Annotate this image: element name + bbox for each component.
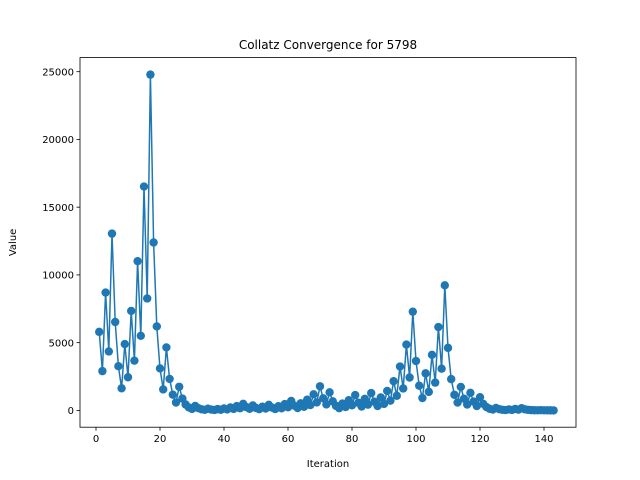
plot-frame [79, 57, 577, 428]
data-point [309, 390, 318, 399]
data-point [411, 356, 421, 366]
data-point [159, 385, 168, 394]
data-point [347, 401, 357, 410]
data-point [376, 393, 385, 402]
data-point [127, 306, 136, 316]
x-tick-label: 100 [406, 434, 425, 445]
data-point [408, 307, 417, 316]
data-point [149, 238, 158, 247]
data-point [104, 347, 114, 356]
data-point [472, 401, 481, 411]
data-point [101, 288, 110, 297]
data-point [312, 398, 321, 407]
data-point [392, 391, 401, 400]
data-point [389, 376, 398, 386]
data-point [114, 362, 123, 371]
data-point [456, 382, 465, 392]
data-point [379, 399, 389, 409]
y-tick-label: 10000 [42, 271, 74, 282]
data-point [322, 400, 331, 409]
data-point [443, 343, 453, 353]
data-point [325, 388, 334, 397]
data-point [357, 402, 366, 411]
data-point [437, 364, 446, 373]
series-layer [95, 70, 558, 415]
x-axis-label: Iteration [307, 459, 349, 470]
data-point [117, 384, 126, 393]
data-point [283, 403, 293, 412]
data-point [431, 378, 440, 387]
data-point [424, 387, 433, 397]
data-point [299, 402, 309, 412]
data-point [139, 182, 149, 191]
x-tick-label: 20 [154, 434, 167, 445]
data-point [386, 396, 395, 405]
data-point [171, 398, 181, 407]
data-point [373, 401, 382, 411]
data-point [162, 343, 171, 352]
x-tick-label: 40 [218, 434, 231, 445]
data-point [367, 388, 376, 398]
data-point [440, 281, 449, 290]
data-point [95, 327, 104, 337]
y-tick-label: 20000 [42, 135, 74, 146]
x-tick-label: 0 [93, 434, 99, 445]
data-point [123, 373, 133, 382]
data-point [341, 402, 350, 412]
data-point [450, 390, 459, 399]
chart-title: Collatz Convergence for 5798 [239, 38, 417, 52]
data-point [475, 392, 485, 402]
y-tick-label: 0 [68, 406, 74, 417]
data-point [152, 322, 161, 331]
y-axis-ticks: 0 5000 10000 15000 20000 25000 [42, 67, 80, 417]
data-point [175, 382, 184, 391]
data-point [415, 381, 424, 390]
data-point [155, 364, 165, 373]
x-tick-label: 140 [534, 434, 553, 445]
data-point [351, 390, 360, 400]
x-tick-label: 80 [346, 434, 359, 445]
y-tick-label: 5000 [49, 338, 74, 349]
data-point [405, 373, 414, 382]
data-point [418, 393, 427, 403]
data-point [315, 382, 325, 391]
data-point [136, 331, 145, 340]
x-axis-ticks: 0 20 40 60 80 100 120 140 [93, 427, 554, 445]
data-point [463, 400, 472, 409]
data-point [107, 229, 117, 238]
data-point [427, 350, 437, 360]
data-point [466, 388, 475, 397]
data-point [146, 70, 155, 79]
data-point [399, 384, 408, 393]
y-tick-label: 25000 [42, 67, 74, 78]
data-point [98, 366, 107, 376]
data-point [111, 317, 120, 327]
data-point [306, 400, 315, 410]
data-point [133, 256, 142, 266]
data-point [383, 386, 392, 396]
data-point [130, 356, 139, 365]
data-point [363, 400, 373, 409]
y-tick-label: 15000 [42, 203, 74, 214]
data-point [434, 322, 443, 332]
data-point [395, 362, 405, 371]
x-tick-label: 120 [470, 434, 489, 445]
data-point [120, 339, 129, 349]
data-point [168, 390, 177, 399]
y-axis-label: Value [8, 229, 19, 256]
x-tick-label: 60 [282, 434, 295, 445]
data-point [165, 374, 174, 384]
data-point [402, 340, 411, 349]
data-point [447, 374, 456, 384]
data-point [143, 294, 152, 303]
data-point [421, 369, 430, 378]
data-point [549, 406, 558, 415]
data-point [453, 398, 462, 407]
